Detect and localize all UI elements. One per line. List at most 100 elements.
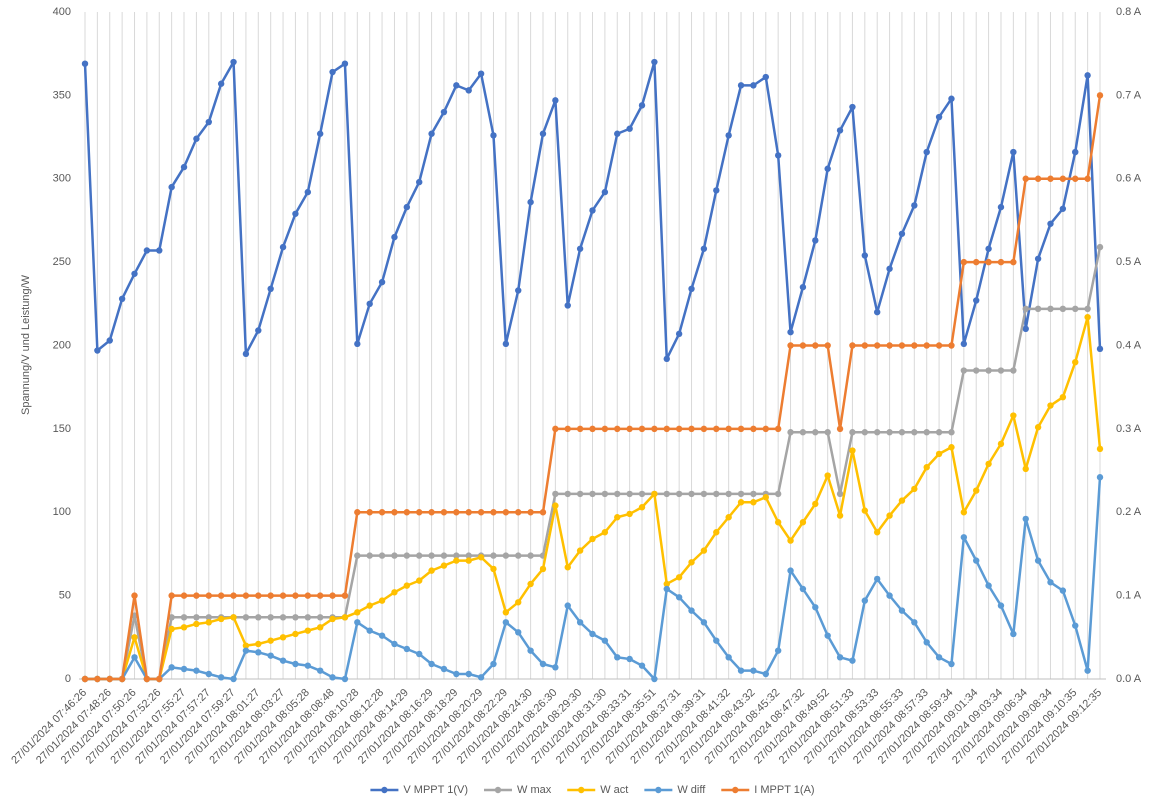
y-tick-label: 0 <box>65 673 71 685</box>
point <box>663 490 670 498</box>
point <box>675 425 683 433</box>
point <box>824 472 831 479</box>
point <box>973 297 980 304</box>
point <box>168 664 175 671</box>
point <box>948 444 955 451</box>
point <box>985 460 992 468</box>
point <box>1022 305 1029 313</box>
point <box>354 509 361 516</box>
point <box>1084 305 1091 313</box>
point <box>416 650 423 658</box>
point <box>539 660 547 668</box>
legend-label: W diff <box>677 784 706 796</box>
point <box>180 592 188 599</box>
point <box>700 490 708 498</box>
point <box>725 514 732 521</box>
point <box>576 425 584 433</box>
point <box>997 440 1005 448</box>
point <box>242 642 250 649</box>
point <box>539 565 547 573</box>
point <box>552 502 559 509</box>
point <box>898 607 906 614</box>
point <box>193 620 200 628</box>
y-tick-label: 250 <box>53 256 71 268</box>
point <box>81 60 89 67</box>
point <box>490 132 497 139</box>
point <box>205 118 212 126</box>
point <box>935 654 943 661</box>
point <box>527 509 534 516</box>
point <box>1084 72 1091 79</box>
point <box>354 340 361 348</box>
point <box>428 552 435 559</box>
point <box>787 342 794 349</box>
point <box>589 535 596 543</box>
point <box>329 615 336 623</box>
point <box>873 342 881 349</box>
point <box>614 654 621 661</box>
point <box>329 68 336 76</box>
y2-tick-label: 0.0 A <box>1116 673 1142 685</box>
point <box>589 630 596 638</box>
point <box>589 425 596 433</box>
point <box>1022 325 1029 333</box>
point <box>651 425 658 433</box>
point <box>230 675 237 683</box>
point <box>663 425 670 433</box>
point <box>217 592 225 599</box>
point <box>601 490 609 498</box>
point <box>737 425 745 433</box>
point <box>477 554 485 561</box>
y-tick-label: 400 <box>53 6 71 18</box>
point <box>329 592 336 599</box>
point <box>911 342 918 349</box>
point <box>812 500 819 508</box>
point <box>1034 175 1042 182</box>
point <box>1022 465 1029 473</box>
point <box>985 367 992 374</box>
y2-tick-label: 0.2 A <box>1116 506 1142 518</box>
point <box>973 487 980 494</box>
point <box>824 429 831 436</box>
point <box>700 547 708 554</box>
point <box>255 327 262 334</box>
point <box>391 233 398 241</box>
point <box>1072 305 1079 313</box>
point <box>193 614 200 621</box>
point <box>960 534 968 541</box>
legend-item: W act <box>567 784 628 796</box>
point <box>651 675 658 683</box>
point <box>762 73 769 81</box>
point <box>787 328 794 336</box>
point <box>935 113 943 121</box>
point <box>217 674 225 681</box>
point <box>750 82 757 89</box>
point <box>836 512 844 519</box>
point <box>713 490 720 498</box>
point <box>626 425 633 433</box>
point <box>131 270 138 277</box>
point <box>366 552 373 559</box>
point <box>1047 305 1054 313</box>
legend-marker <box>381 786 388 794</box>
point <box>960 367 968 374</box>
point <box>391 589 398 596</box>
point <box>836 490 844 498</box>
point <box>923 429 930 436</box>
point <box>453 557 460 564</box>
point <box>316 614 324 621</box>
point <box>886 429 893 436</box>
point <box>638 425 646 433</box>
point <box>378 278 386 286</box>
point <box>465 552 472 559</box>
point <box>576 490 584 498</box>
point <box>1034 557 1042 564</box>
legend-item: W diff <box>644 784 706 796</box>
point <box>700 245 708 252</box>
point <box>354 552 361 559</box>
point <box>143 247 151 254</box>
point <box>601 188 609 196</box>
point <box>923 342 930 349</box>
point <box>1096 474 1104 481</box>
point <box>242 350 250 358</box>
